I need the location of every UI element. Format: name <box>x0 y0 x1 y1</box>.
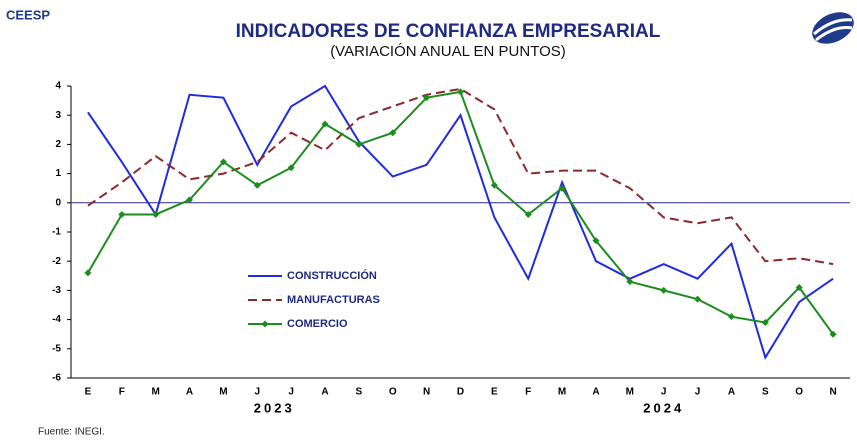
series-marker <box>592 237 600 245</box>
x-tick-label: M <box>626 387 634 398</box>
y-tick-label: -4 <box>52 314 61 325</box>
series-marker <box>253 181 261 189</box>
series-marker <box>219 158 227 166</box>
series-marker <box>457 88 464 96</box>
brand: CEESP <box>6 7 50 22</box>
x-tick-label: A <box>321 387 328 398</box>
series-marker <box>423 94 431 102</box>
x-tick-label: J <box>661 387 667 398</box>
series-marker <box>490 181 498 189</box>
legend-label: CONSTRUCCIÓN <box>287 269 377 282</box>
logo <box>812 12 854 44</box>
x-tick-label: S <box>356 387 363 398</box>
series-marker <box>118 210 126 218</box>
x-tick-label: N <box>423 387 430 398</box>
x-tick-label: J <box>288 387 294 398</box>
x-tick-label: A <box>728 387 735 398</box>
x-tick-label: M <box>152 387 160 398</box>
y-tick-label: 2 <box>55 139 61 150</box>
legend-label: MANUFACTURAS <box>287 294 380 306</box>
x-tick-label: O <box>795 387 803 398</box>
x-tick-label: A <box>592 387 599 398</box>
chart-subtitle: (VARIACIÓN ANUAL EN PUNTOS) <box>330 43 566 60</box>
y-tick-label: 0 <box>55 197 61 208</box>
y-tick-label: -3 <box>52 285 61 296</box>
series-marker <box>727 313 735 321</box>
x-tick-label: A <box>186 387 193 398</box>
series-marker <box>626 278 634 286</box>
series-marker <box>660 286 668 294</box>
series-marker <box>287 164 295 172</box>
x-tick-label: N <box>829 387 836 398</box>
y-tick-label: 4 <box>55 81 61 92</box>
legend-label: COMERCIO <box>287 318 348 330</box>
series-marker <box>558 184 566 192</box>
y-tick-label: 3 <box>55 110 61 121</box>
x-tick-label: F <box>119 387 125 398</box>
series-marker <box>761 319 769 327</box>
x-tick-label: J <box>255 387 261 398</box>
y-tick-label: -6 <box>52 373 61 384</box>
series-marker <box>795 283 803 291</box>
y-tick-label: -2 <box>52 256 61 267</box>
x-tick-label: J <box>695 387 701 398</box>
series-marker <box>829 330 837 338</box>
x-tick-label: S <box>762 387 769 398</box>
x-tick-label: E <box>491 387 498 398</box>
x-tick-label: O <box>389 387 397 398</box>
source: Fuente: INEGI. <box>38 427 105 438</box>
series-marker <box>694 295 702 303</box>
x-tick-label: F <box>525 387 531 398</box>
y-tick-label: -1 <box>52 227 61 238</box>
x-tick-label: M <box>558 387 566 398</box>
series-marker <box>355 140 363 148</box>
chart-title: INDICADORES DE CONFIANZA EMPRESARIAL <box>236 21 661 42</box>
series-marker <box>84 269 92 277</box>
y-tick-label: -5 <box>52 343 61 354</box>
series-marker <box>524 210 532 218</box>
series-marker <box>389 129 397 137</box>
y-tick-label: 1 <box>55 168 61 179</box>
series-marker <box>152 210 160 218</box>
series-marker <box>186 196 194 204</box>
legend-marker <box>261 320 269 328</box>
x-tick-label: D <box>457 387 464 398</box>
series-line <box>87 90 834 335</box>
series-line <box>87 84 834 360</box>
year-label: 2024 <box>643 400 684 415</box>
x-tick-label: E <box>85 387 92 398</box>
series-marker <box>321 120 329 128</box>
x-tick-label: M <box>219 387 227 398</box>
year-label: 2023 <box>254 400 295 415</box>
